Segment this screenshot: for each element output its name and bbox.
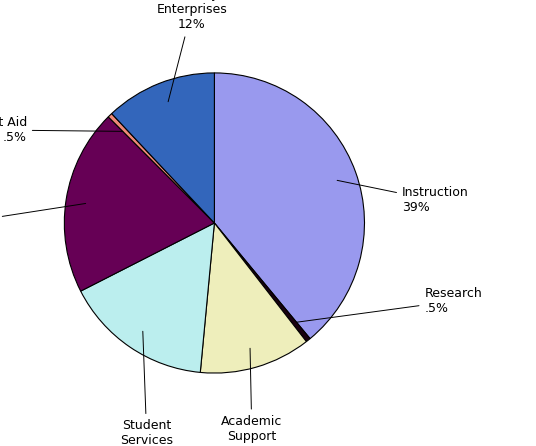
- Text: Institutional
Support
20%: Institutional Support 20%: [0, 202, 86, 244]
- Text: Student Aid
.5%: Student Aid .5%: [0, 116, 123, 144]
- Wedge shape: [214, 223, 310, 342]
- Wedge shape: [200, 223, 307, 373]
- Wedge shape: [111, 73, 214, 223]
- Wedge shape: [108, 114, 214, 223]
- Text: Research
.5%: Research .5%: [297, 287, 482, 322]
- Text: Student
Services
16%: Student Services 16%: [121, 331, 173, 446]
- Wedge shape: [214, 73, 364, 339]
- Wedge shape: [64, 117, 214, 291]
- Wedge shape: [81, 223, 214, 372]
- Text: Academic
Support
12%: Academic Support 12%: [221, 348, 282, 446]
- Text: Auxiliary
Enterprises
12%: Auxiliary Enterprises 12%: [157, 0, 227, 102]
- Text: Instruction
39%: Instruction 39%: [337, 180, 469, 215]
